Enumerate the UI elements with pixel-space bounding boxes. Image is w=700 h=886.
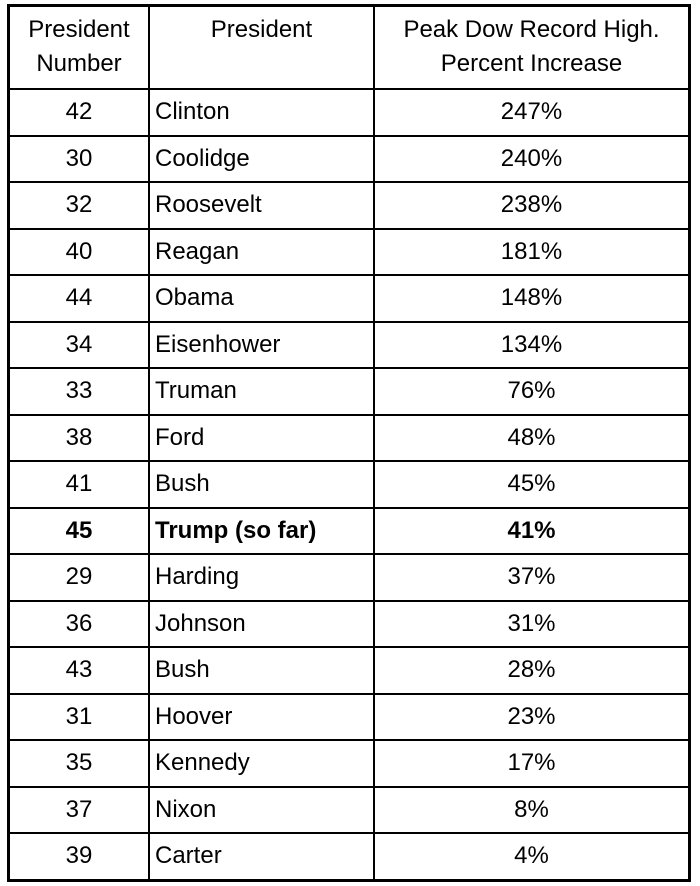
column-header-president: President — [150, 7, 375, 88]
table-row: 31 Hoover 23% — [10, 692, 688, 739]
percent-increase-cell: 37% — [507, 563, 556, 591]
president-number-cell: 42 — [10, 90, 150, 135]
table-row: 40 Reagan 181% — [10, 227, 688, 274]
table-header-row: President Number President Peak Dow Reco… — [10, 7, 688, 88]
president-name-cell: Bush — [150, 462, 375, 507]
president-number-cell: 31 — [10, 694, 150, 739]
percent-increase-cell: 28% — [507, 656, 556, 684]
column-header-president-number-text: President Number — [28, 13, 129, 81]
president-number-cell: 35 — [10, 741, 150, 786]
table-row: 43 Bush 28% — [10, 646, 688, 693]
president-name-cell: Kennedy — [150, 741, 375, 786]
percent-increase-cell: 41% — [507, 516, 556, 544]
president-name-cell: Coolidge — [150, 136, 375, 181]
percent-increase-cell: 45% — [507, 470, 556, 498]
table-row: 44 Obama 148% — [10, 274, 688, 321]
president-number-cell: 40 — [10, 229, 150, 274]
table-row: 36 Johnson 31% — [10, 599, 688, 646]
percent-increase-cell: 181% — [500, 237, 563, 265]
percent-increase-cell: 76% — [507, 377, 556, 405]
president-number-cell: 37 — [10, 787, 150, 832]
president-name-cell: Carter — [150, 834, 375, 879]
percent-increase-cell: 240% — [500, 144, 563, 172]
percent-increase-cell: 238% — [500, 191, 563, 219]
table-row: 32 Roosevelt 238% — [10, 181, 688, 228]
president-number-cell: 45 — [10, 508, 150, 553]
president-number-cell: 38 — [10, 415, 150, 460]
header-line: President — [28, 16, 130, 43]
percent-increase-cell: 23% — [507, 702, 556, 730]
president-number-cell: 43 — [10, 648, 150, 693]
table-row: 33 Truman 76% — [10, 367, 688, 414]
table-row: 29 Harding 37% — [10, 553, 688, 600]
percent-increase-cell: 148% — [500, 284, 563, 312]
percent-increase-cell: 31% — [507, 609, 556, 637]
president-number-cell: 32 — [10, 183, 150, 228]
percent-increase-cell: 48% — [507, 423, 556, 451]
president-name-cell: Ford — [150, 415, 375, 460]
president-name-cell: Johnson — [150, 601, 375, 646]
percent-increase-cell: 17% — [507, 749, 556, 777]
president-number-cell: 39 — [10, 834, 150, 879]
president-number-cell: 30 — [10, 136, 150, 181]
header-line: Percent Increase — [440, 50, 623, 77]
header-line: Number — [36, 50, 122, 77]
president-name-cell: Truman — [150, 369, 375, 414]
column-header-president-number: President Number — [10, 7, 150, 88]
table-row: 34 Eisenhower 134% — [10, 320, 688, 367]
president-name-cell: Roosevelt — [150, 183, 375, 228]
table-row: 37 Nixon 8% — [10, 785, 688, 832]
column-header-percent-increase: Peak Dow Record High. Percent Increase — [375, 7, 688, 88]
percent-increase-cell: 8% — [514, 795, 549, 823]
percent-increase-cell: 4% — [514, 842, 549, 870]
header-line: Peak Dow Record High. — [403, 16, 660, 43]
header-line: President — [210, 16, 313, 43]
percent-increase-cell: 247% — [500, 98, 563, 126]
table-row: 35 Kennedy 17% — [10, 739, 688, 786]
president-name-cell: Clinton — [150, 90, 375, 135]
column-header-percent-increase-text: Peak Dow Record High. Percent Increase — [403, 13, 659, 81]
president-number-cell: 29 — [10, 555, 150, 600]
president-number-cell: 44 — [10, 276, 150, 321]
presidents-dow-table: President Number President Peak Dow Reco… — [7, 4, 691, 882]
president-name-cell: Hoover — [150, 694, 375, 739]
table-row: 39 Carter 4% — [10, 832, 688, 879]
president-name-cell: Bush — [150, 648, 375, 693]
table-row: 30 Coolidge 240% — [10, 134, 688, 181]
president-name-cell: Obama — [150, 276, 375, 321]
president-number-cell: 33 — [10, 369, 150, 414]
table-row: 41 Bush 45% — [10, 460, 688, 507]
table-row: 42 Clinton 247% — [10, 88, 688, 135]
president-number-cell: 41 — [10, 462, 150, 507]
table-row: 45 Trump (so far) 41% — [10, 506, 688, 553]
percent-increase-cell: 134% — [500, 330, 563, 358]
president-name-cell: Reagan — [150, 229, 375, 274]
column-header-president-text: President — [211, 13, 312, 47]
president-number-cell: 36 — [10, 601, 150, 646]
president-name-cell: Trump (so far) — [150, 508, 375, 553]
table-row: 38 Ford 48% — [10, 413, 688, 460]
president-name-cell: Eisenhower — [150, 322, 375, 367]
president-name-cell: Nixon — [150, 787, 375, 832]
table-body: 42 Clinton 247% 30 Coolidge 240% 32 Roosevelt 23… — [10, 88, 688, 879]
president-name-cell: Harding — [150, 555, 375, 600]
president-number-cell: 34 — [10, 322, 150, 367]
